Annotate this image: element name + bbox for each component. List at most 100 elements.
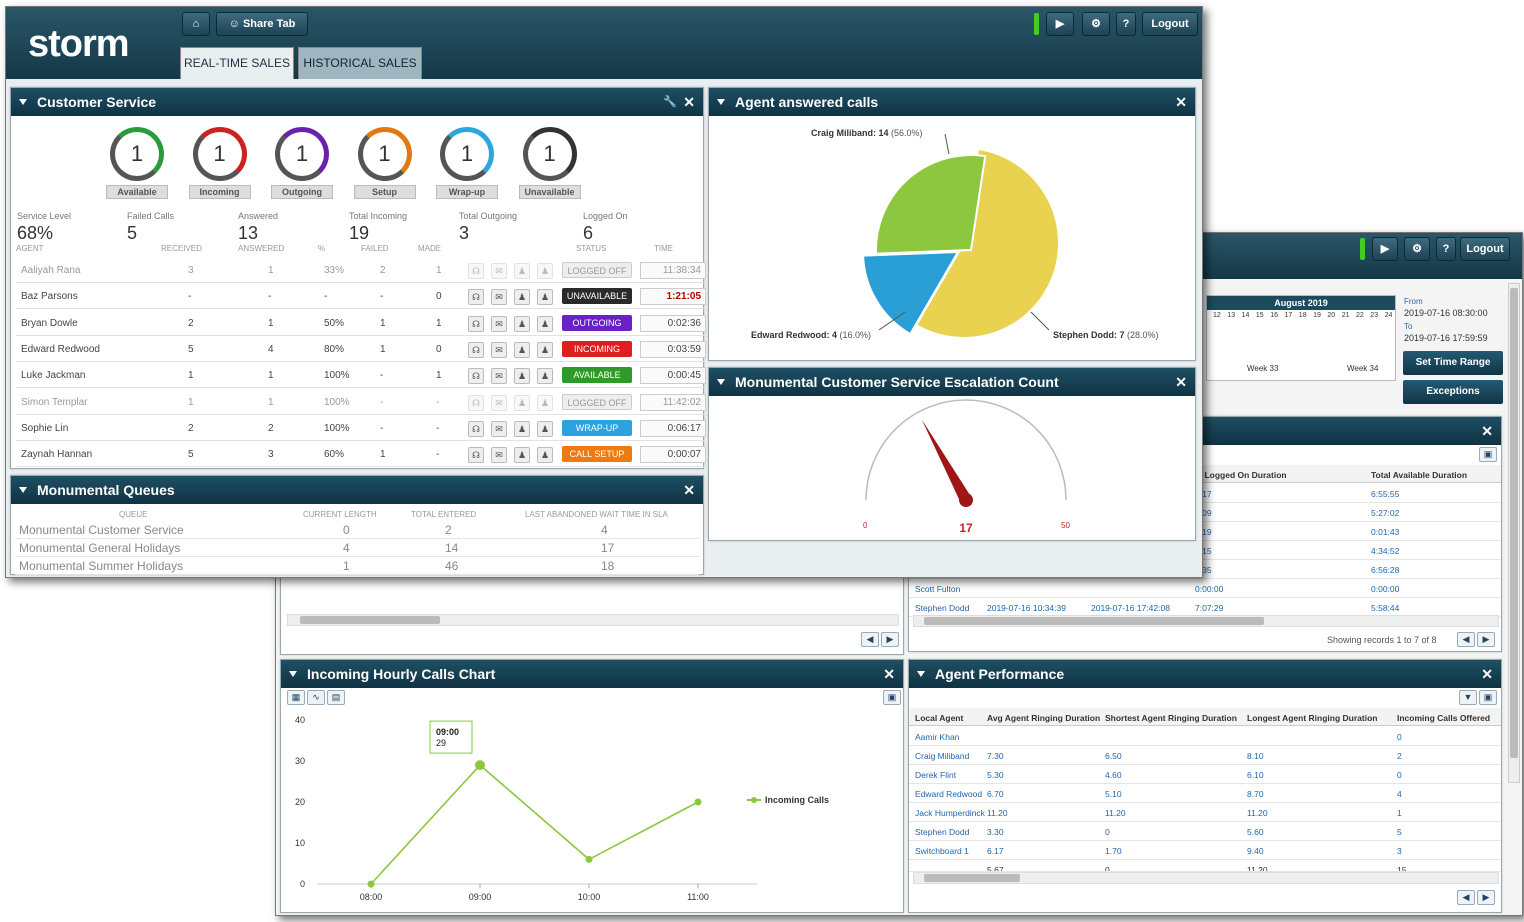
performance-row[interactable]: Aamir Khan 0 (909, 727, 1501, 746)
performance-row[interactable]: Stephen Dodd 3.30 0 5.60 5 (909, 822, 1501, 841)
home-button[interactable]: ⌂ (182, 12, 210, 36)
tab-real-time-sales[interactable]: REAL-TIME SALES (180, 47, 294, 79)
queue-row[interactable]: Monumental General Holidays 4 14 17 (15, 539, 699, 557)
chat-icon[interactable]: ✉ (491, 368, 507, 385)
grid-view-button[interactable]: ▦ (287, 690, 305, 705)
calendar-day[interactable]: 14 (1241, 312, 1250, 319)
user-icon[interactable]: ♟ (537, 447, 553, 464)
user-icon[interactable]: ♟ (537, 368, 553, 385)
settings-button[interactable]: ⚙ (1082, 12, 1110, 36)
performance-row[interactable]: Craig Miliband 7.30 6.50 8.10 2 (909, 746, 1501, 765)
performance-scrollbar[interactable] (913, 872, 1499, 884)
play-button[interactable]: ▶ (1372, 237, 1398, 261)
collapse-icon[interactable] (289, 671, 297, 677)
chat-icon[interactable]: ✉ (491, 263, 507, 279)
headset-icon[interactable]: ☊ (468, 368, 484, 385)
collapse-icon[interactable] (19, 99, 27, 105)
calendar-day[interactable]: 18 (1298, 312, 1307, 319)
perf-export-button[interactable]: ▣ (1479, 690, 1497, 705)
agent-row[interactable]: Aaliyah Rana 3 1 33% 2 1 ☊ ✉ ♟ ♟ LOGGED OFF 11:38:3… (16, 257, 706, 283)
transfer-icon[interactable]: ♟ (514, 315, 530, 332)
agent-row[interactable]: Simon Templar 1 1 100% - - ☊ ✉ ♟ ♟ LOGGED OFF 11:42… (16, 389, 706, 415)
duration-row[interactable]: 5:17 6:55:55 (909, 484, 1501, 503)
calendar-day[interactable]: 13 (1227, 312, 1236, 319)
set-time-range-button[interactable]: Set Time Range (1403, 351, 1503, 375)
bar-view-button[interactable]: ▤ (327, 690, 345, 705)
from-value[interactable]: 2019-07-16 08:30:00 (1404, 308, 1488, 318)
close-icon[interactable]: ✕ (1175, 94, 1187, 110)
calendar-day[interactable]: 16 (1270, 312, 1278, 319)
agent-row[interactable]: Zaynah Hannan 5 3 60% 1 - ☊ ✉ ♟ ♟ CALL SETUP 0:00:0… (16, 441, 706, 468)
data-point[interactable] (694, 798, 702, 806)
performance-row[interactable]: Jack Humperdinck 11.20 11.20 11.20 1 (909, 803, 1501, 822)
help-button[interactable]: ? (1436, 237, 1456, 261)
left-next-page-button[interactable]: ▶ (881, 632, 899, 647)
agent-row[interactable]: Sophie Lin 2 2 100% - - ☊ ✉ ♟ ♟ WRAP-UP 0:06:17 (16, 415, 706, 441)
transfer-icon[interactable]: ♟ (514, 447, 530, 464)
pie-slice[interactable] (914, 147, 1060, 339)
chat-icon[interactable]: ✉ (491, 447, 507, 464)
chat-icon[interactable]: ✉ (491, 420, 507, 437)
transfer-icon[interactable]: ♟ (514, 420, 530, 437)
headset-icon[interactable]: ☊ (468, 447, 484, 464)
duration-row[interactable]: Scott Fulton 0:00:00 0:00:00 (909, 579, 1501, 598)
calendar-day[interactable]: 15 (1255, 312, 1264, 319)
user-icon[interactable]: ♟ (537, 263, 553, 279)
calendar-day[interactable]: 21 (1341, 312, 1350, 319)
calendar-day[interactable]: 23 (1370, 312, 1379, 319)
settings-button[interactable]: ⚙ (1404, 237, 1430, 261)
performance-row[interactable]: Switchboard 1 6.17 1.70 9.40 3 (909, 841, 1501, 860)
wrench-icon[interactable]: 🔧 (663, 96, 677, 108)
calendar-day[interactable]: 17 (1284, 312, 1293, 319)
headset-icon[interactable]: ☊ (468, 341, 484, 358)
close-icon[interactable]: ✕ (1481, 423, 1493, 439)
close-icon[interactable]: ✕ (883, 666, 895, 682)
calendar-day[interactable]: 19 (1313, 312, 1321, 319)
close-icon[interactable]: ✕ (1175, 374, 1187, 390)
close-icon[interactable]: ✕ (683, 482, 695, 498)
headset-icon[interactable]: ☊ (468, 263, 484, 279)
user-icon[interactable]: ♟ (537, 341, 553, 358)
left-grid-scrollbar[interactable] (287, 614, 899, 626)
chat-icon[interactable]: ✉ (491, 341, 507, 358)
collapse-icon[interactable] (19, 487, 27, 493)
chart-export-button[interactable]: ▣ (883, 690, 901, 705)
data-point[interactable] (367, 880, 375, 888)
left-prev-page-button[interactable]: ◀ (861, 632, 879, 647)
chat-icon[interactable]: ✉ (491, 289, 507, 306)
performance-row[interactable]: Derek Flint 5.30 4.60 6.10 0 (909, 765, 1501, 784)
calendar-days[interactable]: 12 13 14 15 16 17 18 19 20 21 22 23 24 Week 33 Week 34 (1207, 310, 1395, 380)
headset-icon[interactable]: ☊ (468, 315, 484, 332)
collapse-icon[interactable] (717, 99, 725, 105)
calendar-day[interactable]: 24 (1384, 312, 1393, 319)
performance-row[interactable]: 5.67 0 11.20 15 (909, 860, 1501, 872)
data-point[interactable] (475, 760, 485, 771)
tab-historical-sales[interactable]: HISTORICAL SALES (298, 47, 422, 79)
duration-row[interactable]: 3:35 6:56:28 (909, 560, 1501, 579)
agent-row[interactable]: Luke Jackman 1 1 100% - 1 ☊ ✉ ♟ ♟ AVAILABLE 0:00:45 (16, 362, 706, 389)
prev-page-button[interactable]: ◀ (1457, 632, 1475, 647)
duration-row[interactable]: 5:09 5:27:02 (909, 503, 1501, 522)
user-icon[interactable]: ♟ (537, 315, 553, 332)
chat-icon[interactable]: ✉ (491, 315, 507, 332)
transfer-icon[interactable]: ♟ (514, 289, 530, 306)
collapse-icon[interactable] (917, 671, 925, 677)
user-icon[interactable]: ♟ (537, 289, 553, 306)
share-tab-button[interactable]: ☺ Share Tab (216, 12, 308, 36)
transfer-icon[interactable]: ♟ (514, 341, 530, 358)
agent-row[interactable]: Bryan Dowle 2 1 50% 1 1 ☊ ✉ ♟ ♟ OUTGOING 0:02:36 (16, 310, 706, 336)
filter-button[interactable]: ▼ (1459, 690, 1477, 705)
queue-row[interactable]: Monumental Summer Holidays 1 46 18 (15, 557, 699, 575)
next-page-button[interactable]: ▶ (1477, 632, 1495, 647)
user-icon[interactable]: ♟ (537, 420, 553, 437)
duration-scrollbar[interactable] (913, 615, 1499, 627)
pie-slice[interactable] (862, 250, 960, 336)
performance-row[interactable]: Edward Redwood 6.70 5.10 8.70 4 (909, 784, 1501, 803)
play-button[interactable]: ▶ (1046, 12, 1074, 36)
perf-next-page-button[interactable]: ▶ (1477, 890, 1495, 905)
calendar-day[interactable]: 12 (1213, 312, 1221, 319)
export-button[interactable]: ▣ (1479, 447, 1497, 462)
transfer-icon[interactable]: ♟ (514, 394, 530, 411)
calendar-day[interactable]: 20 (1327, 312, 1336, 319)
exceptions-button[interactable]: Exceptions (1403, 380, 1503, 404)
